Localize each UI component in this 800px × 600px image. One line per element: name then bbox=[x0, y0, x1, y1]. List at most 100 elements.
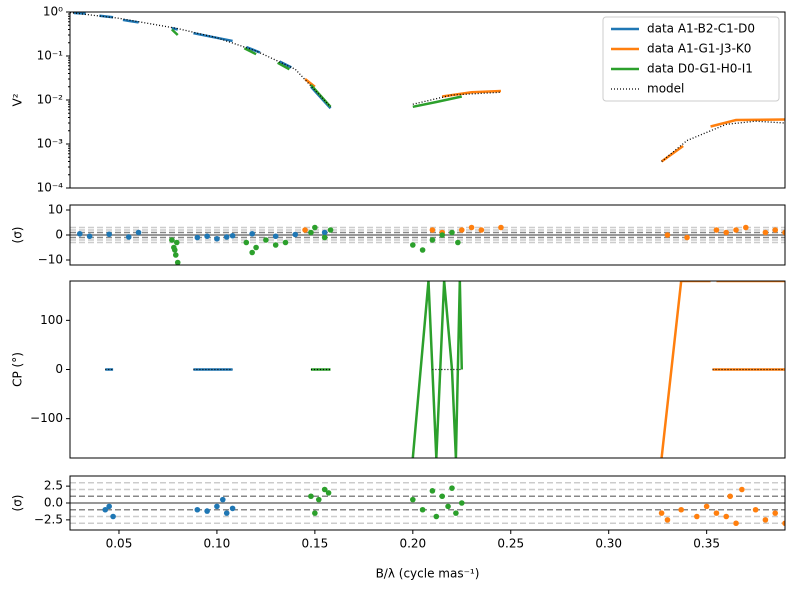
y-tick-label: 10 bbox=[48, 203, 63, 217]
point bbox=[713, 510, 720, 516]
point bbox=[762, 229, 769, 236]
point bbox=[173, 239, 180, 246]
point bbox=[449, 229, 455, 236]
point bbox=[174, 259, 181, 265]
point bbox=[468, 224, 475, 231]
y-tick-label: 10⁰ bbox=[43, 5, 63, 19]
point bbox=[315, 496, 322, 503]
point bbox=[302, 227, 308, 233]
point bbox=[772, 227, 779, 233]
point bbox=[292, 231, 299, 238]
y-tick-label: 2.5 bbox=[44, 479, 63, 493]
point bbox=[219, 496, 226, 503]
point bbox=[433, 513, 440, 520]
point bbox=[204, 508, 210, 514]
plot-area bbox=[70, 482, 785, 527]
point bbox=[782, 520, 785, 527]
point bbox=[169, 237, 175, 243]
series-line bbox=[171, 28, 463, 109]
y-tick-label: −10 bbox=[38, 253, 63, 267]
point bbox=[272, 233, 279, 240]
point bbox=[249, 249, 255, 256]
point bbox=[684, 234, 690, 241]
point bbox=[449, 485, 455, 491]
point bbox=[125, 234, 132, 240]
point bbox=[733, 227, 739, 233]
y-axis-label: (σ) bbox=[11, 227, 25, 244]
point bbox=[752, 506, 759, 513]
point bbox=[429, 488, 436, 494]
point bbox=[110, 513, 116, 520]
point bbox=[762, 517, 769, 523]
panel: −100 0 100 CP (°) bbox=[11, 280, 786, 459]
legend-label: model bbox=[647, 82, 684, 96]
x-tick-label: 0.15 bbox=[302, 537, 329, 551]
point bbox=[243, 239, 250, 246]
point bbox=[429, 227, 436, 233]
point bbox=[172, 252, 179, 258]
point bbox=[453, 510, 459, 516]
point bbox=[312, 224, 318, 231]
point bbox=[263, 237, 269, 243]
point bbox=[76, 230, 83, 237]
series-line bbox=[660, 281, 785, 458]
point bbox=[410, 242, 416, 248]
point bbox=[223, 234, 230, 240]
point bbox=[429, 237, 436, 243]
point bbox=[733, 520, 739, 527]
y-tick-label: 10⁻² bbox=[37, 93, 64, 107]
point bbox=[308, 229, 314, 236]
point bbox=[713, 227, 720, 233]
x-axis-label: B/λ (cycle mas⁻¹) bbox=[376, 567, 480, 581]
x-tick-label: 0.05 bbox=[106, 537, 133, 551]
x-tick-label: 0.35 bbox=[693, 537, 720, 551]
point bbox=[229, 232, 236, 239]
point bbox=[743, 224, 749, 231]
point bbox=[658, 510, 665, 516]
series-line bbox=[73, 12, 332, 110]
point bbox=[723, 229, 730, 236]
point bbox=[664, 232, 671, 238]
y-tick-label: 10⁻⁴ bbox=[37, 181, 64, 195]
y-tick-label: 10⁻³ bbox=[37, 137, 64, 151]
point bbox=[229, 505, 236, 512]
point bbox=[419, 247, 426, 253]
point bbox=[194, 234, 201, 241]
point bbox=[321, 234, 328, 241]
point bbox=[439, 493, 445, 500]
legend-box bbox=[602, 16, 780, 102]
y-tick-label: 100 bbox=[40, 313, 63, 327]
point bbox=[253, 244, 259, 251]
y-tick-label: −2.5 bbox=[34, 512, 63, 526]
x-tick-label: 0.10 bbox=[204, 537, 231, 551]
point bbox=[478, 227, 485, 233]
y-tick-label: 0 bbox=[55, 228, 63, 242]
point bbox=[678, 506, 684, 513]
point bbox=[694, 513, 700, 520]
y-tick-label: 0 bbox=[55, 362, 63, 376]
point bbox=[214, 235, 220, 242]
point bbox=[86, 233, 93, 240]
point bbox=[419, 506, 426, 513]
x-tick-label: 0.25 bbox=[497, 537, 524, 551]
y-axis-label: V² bbox=[11, 93, 25, 106]
panel: −2.5 0.0 2.5 (σ) 0.05 0.10 0.15 0.20 0.25 0.30 0.3… bbox=[11, 475, 786, 581]
legend-label: data D0-G1-H0-I1 bbox=[647, 62, 753, 76]
legend-label: data A1-G1-J3-K0 bbox=[647, 42, 751, 56]
point bbox=[455, 239, 461, 246]
point bbox=[439, 232, 445, 238]
x-tick-label: 0.20 bbox=[399, 537, 426, 551]
point bbox=[458, 500, 465, 506]
point bbox=[282, 239, 289, 246]
legend-label: data A1-B2-C1-D0 bbox=[647, 22, 755, 36]
x-tick-label: 0.30 bbox=[595, 537, 622, 551]
point bbox=[194, 506, 201, 513]
point bbox=[249, 230, 255, 237]
plot-area bbox=[70, 224, 785, 265]
point bbox=[727, 493, 733, 500]
point bbox=[325, 490, 332, 496]
point bbox=[445, 503, 451, 510]
point bbox=[106, 231, 112, 238]
